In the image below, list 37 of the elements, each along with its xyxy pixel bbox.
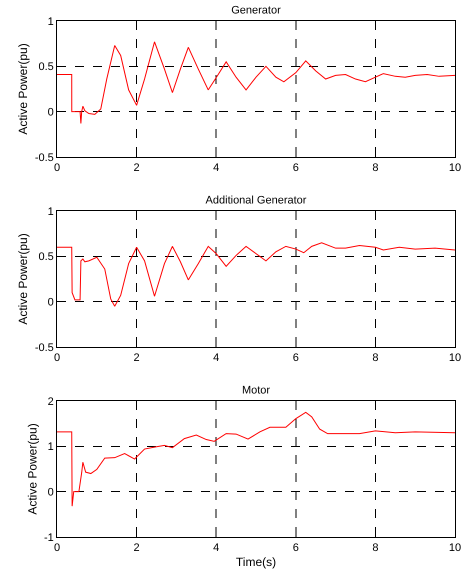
x-tick-label: 4 [213,352,220,364]
x-tick-label: 6 [292,542,299,554]
y-tick-label: 0.5 [38,61,54,74]
x-tick-label: 10 [448,352,462,364]
x-tick-label: 6 [292,352,299,364]
y-tick-label: 0 [48,296,54,309]
x-tick-label: 8 [372,352,378,364]
x-tick-label: 6 [292,162,299,174]
line-series [57,412,455,507]
y-tick-label: 2 [48,396,54,408]
y-tick-label: -0.5 [34,152,54,164]
line-series [57,242,455,307]
y-tick-label: -1 [44,532,54,544]
y-tick-label: 1 [48,206,54,218]
x-axis-title: Time(s) [236,555,276,570]
x-tick-label: 10 [448,162,462,174]
chart-title: Additional Generator [206,194,307,207]
x-tick-label: 2 [134,542,140,554]
chart-title: Motor [242,384,270,397]
x-tick-label: 4 [213,542,220,554]
y-tick-label: 0 [48,486,54,499]
chart-title: Generator [231,4,282,17]
y-axis-title: Active Power(pu) [16,233,30,325]
y-tick-label: 1 [48,16,54,28]
x-tick-label: 4 [213,162,220,174]
x-tick-label: 2 [134,162,140,174]
y-axis-title: Active Power(pu) [25,423,40,515]
x-tick-label: 8 [372,542,378,554]
x-tick-label: 8 [372,162,378,174]
x-tick-label: 10 [448,542,462,554]
y-axis-title: Active Power(pu) [16,43,30,135]
y-tick-label: 0 [48,106,54,119]
y-tick-label: -0.5 [34,342,54,354]
x-tick-label: 2 [134,352,140,364]
y-tick-label: 0.5 [38,251,54,264]
line-series [57,41,455,124]
y-tick-label: 1 [48,441,54,454]
